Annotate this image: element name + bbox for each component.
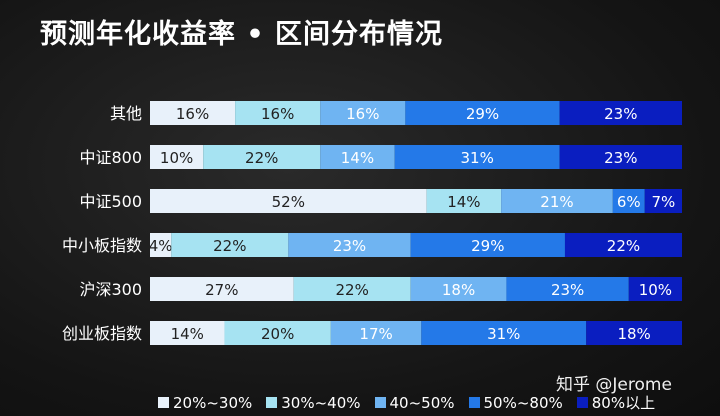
- bar-segment: [150, 189, 427, 213]
- bar-segment: [150, 321, 225, 345]
- bar-segment: [171, 233, 289, 257]
- bar-segment: [203, 145, 321, 169]
- legend-swatch-2: [374, 397, 386, 408]
- data-label: 21%: [540, 193, 573, 211]
- legend-swatch-3: [468, 397, 480, 408]
- data-label: 14%: [447, 193, 480, 211]
- legend-item-1: 30%~40%: [266, 392, 361, 413]
- bar-segment: [150, 233, 172, 257]
- category-label: 其他: [110, 104, 142, 123]
- bar-segment: [628, 277, 682, 301]
- data-label: 14%: [171, 325, 204, 343]
- legend-item-4: 80%以上: [576, 392, 656, 413]
- legend-label-1: 30%~40%: [281, 393, 361, 412]
- data-label: 27%: [205, 281, 238, 299]
- data-label: 16%: [176, 105, 209, 123]
- watermark: 知乎 @Jerome: [556, 375, 672, 395]
- page-title: 预测年化收益率 • 区间分布情况: [40, 19, 444, 50]
- data-label: 23%: [604, 149, 637, 167]
- data-label: 10%: [639, 281, 672, 299]
- data-label: 22%: [213, 237, 246, 255]
- data-label: 14%: [341, 149, 374, 167]
- data-label: 23%: [604, 105, 637, 123]
- data-label: 31%: [487, 325, 520, 343]
- data-label: 22%: [335, 281, 368, 299]
- bar-segment: [564, 233, 682, 257]
- legend-swatch-1: [266, 397, 278, 408]
- legend-item-3: 50%~80%: [468, 392, 563, 413]
- bar-segment: [320, 101, 406, 125]
- bar-segment: [150, 145, 204, 169]
- bar-segment: [320, 145, 395, 169]
- category-label: 沪深300: [79, 280, 142, 299]
- bar-segment: [235, 101, 321, 125]
- legend-label-3: 50%~80%: [483, 393, 563, 412]
- bar-segment: [559, 101, 682, 125]
- bar-segment: [150, 277, 294, 301]
- data-label: 18%: [617, 325, 650, 343]
- category-label: 中证800: [79, 148, 142, 167]
- data-label: 4%: [149, 237, 173, 255]
- data-label: 23%: [551, 281, 584, 299]
- legend-item-0: 20%~30%: [158, 392, 252, 413]
- bar-segment: [410, 233, 565, 257]
- legend-label-4: 80%以上: [591, 394, 656, 412]
- legend: 20%~30% 30%~40% 40~50% 50%~80% 80%以上: [158, 392, 655, 413]
- bar-segment: [426, 189, 502, 213]
- legend-item-2: 40~50%: [374, 392, 455, 413]
- category-label: 创业板指数: [62, 324, 142, 343]
- bar-segment: [644, 189, 682, 213]
- data-label: 17%: [359, 325, 392, 343]
- bar-segment: [405, 101, 560, 125]
- data-label: 18%: [442, 281, 475, 299]
- bar-segment: [501, 189, 613, 213]
- bar-segment: [150, 101, 236, 125]
- data-label: 52%: [272, 193, 305, 211]
- data-label: 10%: [160, 149, 193, 167]
- bar-segment: [506, 277, 629, 301]
- bar-segment: [421, 321, 587, 345]
- data-label: 6%: [617, 193, 641, 211]
- data-label: 7%: [651, 193, 675, 211]
- data-label: 22%: [607, 237, 640, 255]
- category-label: 中证500: [79, 192, 142, 211]
- bar-segment: [330, 321, 422, 345]
- bar-segment: [586, 321, 682, 345]
- legend-swatch-4: [576, 397, 588, 408]
- data-label: 23%: [333, 237, 366, 255]
- legend-swatch-0: [158, 397, 169, 408]
- bar-segment: [559, 145, 682, 169]
- data-label: 16%: [346, 105, 379, 123]
- data-label: 16%: [261, 105, 294, 123]
- bar-segment: [224, 321, 331, 345]
- bar-segment: [410, 277, 507, 301]
- bar-segment: [394, 145, 560, 169]
- data-label: 20%: [261, 325, 294, 343]
- data-label: 29%: [471, 237, 504, 255]
- bar-segment: [612, 189, 645, 213]
- legend-label-2: 40~50%: [389, 393, 455, 412]
- category-label: 中小板指数: [62, 236, 142, 255]
- bar-segment: [288, 233, 411, 257]
- bar-segment: [293, 277, 411, 301]
- data-label: 29%: [466, 105, 499, 123]
- data-label: 31%: [461, 149, 494, 167]
- legend-label-0: 20%~30%: [173, 393, 253, 412]
- data-label: 22%: [245, 149, 278, 167]
